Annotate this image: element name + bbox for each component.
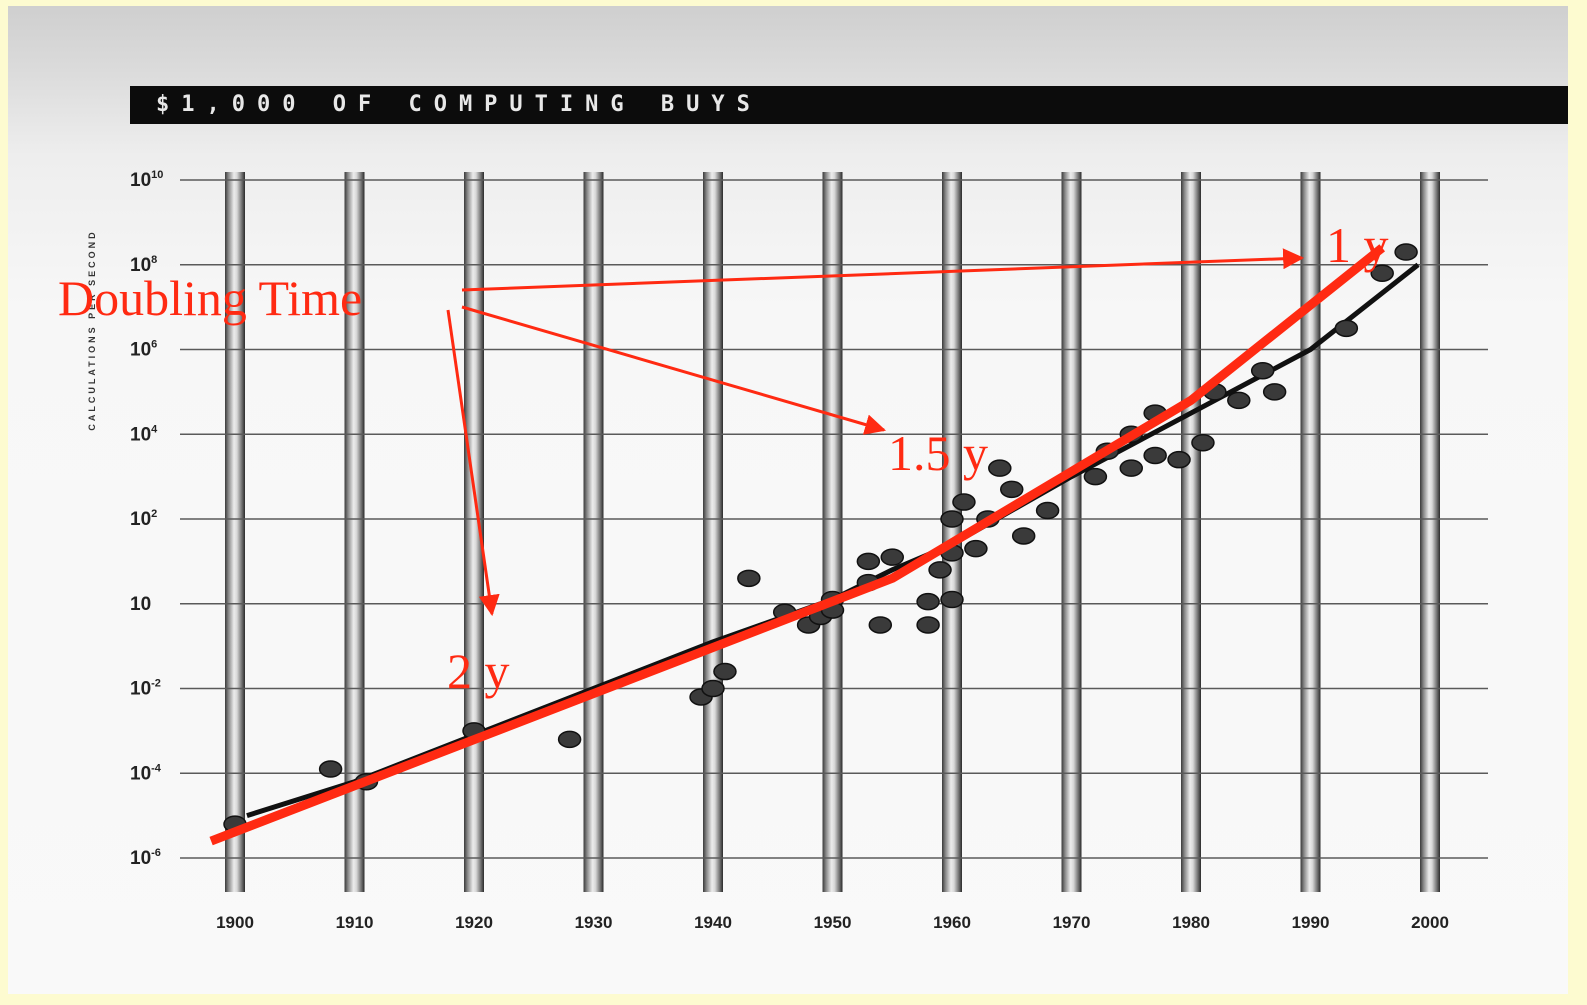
data-point	[557, 730, 582, 749]
x-tick-label: 1970	[1053, 913, 1091, 932]
annotation-2y-arrow	[446, 309, 500, 617]
data-point	[1250, 361, 1275, 380]
data-point	[1035, 501, 1060, 520]
data-point	[1167, 450, 1191, 469]
data-point	[1143, 446, 1167, 465]
data-point	[1394, 243, 1418, 261]
x-tick-label: 1940	[694, 913, 732, 932]
data-point	[856, 552, 881, 571]
y-tick-label: 102	[130, 508, 157, 530]
data-point	[1334, 319, 1359, 338]
decade-bar	[464, 172, 484, 892]
decade-bar	[1061, 172, 1082, 892]
chart-title-bar: $1,000 OF COMPUTING BUYS	[130, 86, 1568, 124]
decade-bar	[822, 172, 843, 892]
data-point	[940, 590, 964, 609]
data-point	[1119, 459, 1143, 477]
decade-bar	[225, 172, 245, 892]
x-tick-label: 1920	[455, 913, 493, 932]
chart-title: $1,000 OF COMPUTING BUYS	[156, 92, 762, 117]
decade-bar	[1181, 172, 1201, 892]
data-point	[737, 569, 761, 588]
y-tick-label: 1010	[130, 169, 163, 191]
annotation-1-5y-arrow	[461, 305, 887, 435]
annotation-1y: 1 y	[1326, 217, 1389, 273]
data-point	[1191, 433, 1215, 452]
x-tick-label: 1900	[216, 913, 254, 932]
doubling-trend-line	[209, 244, 1386, 846]
data-point	[1227, 391, 1251, 410]
decade-bar	[344, 172, 365, 892]
decade-bar	[1300, 172, 1321, 892]
data-point	[318, 760, 343, 778]
annotation-1-5y: 1.5 y	[888, 425, 988, 481]
x-tick-label: 1960	[933, 913, 971, 932]
data-point	[1011, 527, 1036, 545]
data-point	[916, 616, 940, 634]
data-point	[928, 561, 952, 579]
data-point	[1000, 480, 1024, 499]
data-point	[713, 662, 737, 681]
y-tick-label: 10-2	[130, 678, 161, 700]
data-point	[916, 592, 940, 611]
x-tick-label: 1990	[1292, 913, 1330, 932]
y-tick-label: 106	[130, 339, 157, 361]
decade-bar	[583, 172, 604, 892]
y-tick-label: 10	[130, 594, 151, 615]
annotation-2y: 2 y	[447, 643, 510, 699]
data-point	[964, 539, 988, 558]
data-point	[1262, 383, 1287, 401]
data-point	[988, 459, 1012, 477]
y-tick-label: 10-6	[130, 847, 161, 869]
data-point	[1083, 467, 1108, 486]
data-point	[1370, 264, 1394, 282]
data-point	[952, 493, 976, 511]
y-tick-label: 104	[130, 423, 158, 445]
decade-bar	[1420, 172, 1440, 892]
x-tick-label: 1930	[575, 913, 613, 932]
data-point	[940, 510, 964, 528]
data-point	[868, 616, 893, 634]
data-point	[701, 679, 725, 698]
x-tick-label: 1910	[336, 913, 374, 932]
y-tick-label: 10-4	[130, 762, 162, 784]
annotation-1y-arrow	[461, 248, 1305, 292]
y-tick-label: 108	[130, 254, 157, 276]
decade-bar	[703, 172, 723, 892]
decade-bar	[942, 172, 962, 892]
data-point	[880, 548, 904, 566]
doubling-time-label: Doubling Time	[58, 270, 362, 326]
x-tick-label: 1980	[1172, 913, 1210, 932]
x-tick-label: 1950	[814, 913, 852, 932]
x-tick-label: 2000	[1411, 913, 1449, 932]
